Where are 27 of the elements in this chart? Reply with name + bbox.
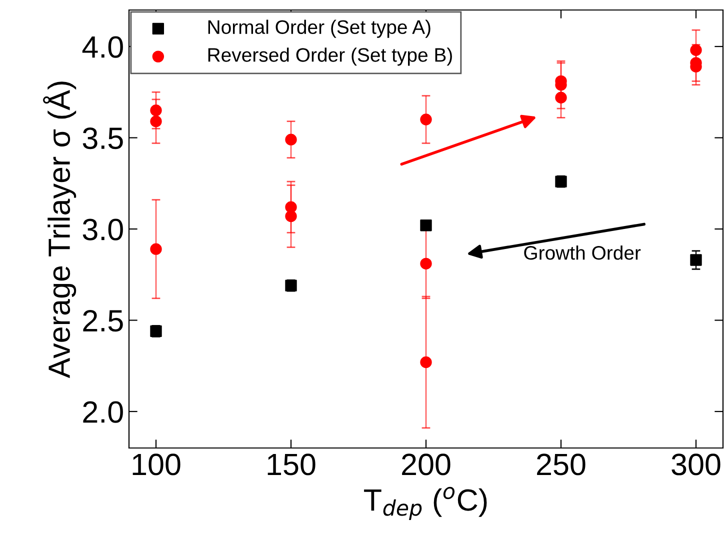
point: [285, 210, 297, 222]
x-axis-title: T$_{dep}$ ($^{o}$C): [364, 486, 487, 520]
point: [690, 254, 702, 266]
point: [420, 258, 432, 270]
y-tick-label: 2.5: [83, 310, 123, 332]
y-tick-label: 3.0: [82, 218, 123, 240]
point: [150, 243, 162, 255]
x-tick-label: 100: [132, 454, 180, 476]
point: [555, 92, 567, 104]
point: [690, 44, 702, 56]
point: [420, 114, 432, 126]
point: [285, 134, 297, 146]
point: [420, 356, 432, 368]
x-tick-label: 150: [268, 454, 316, 476]
legend-label: Normal Order (Set type A): [208, 20, 430, 38]
x-tick-label: 300: [672, 454, 720, 476]
x-tick-label: 250: [537, 454, 586, 476]
x-tick-label: 200: [402, 454, 450, 476]
point: [420, 220, 432, 232]
y-tick-label: 2.0: [83, 401, 123, 423]
annotation: Growth Order: [524, 245, 641, 260]
legend-label: Reversed Order (Set type B): [208, 48, 452, 66]
y-tick-label: 3.5: [82, 127, 123, 150]
y-axis-title: Average Trilayer σ (Å): [43, 82, 76, 378]
point: [150, 104, 162, 116]
point: [150, 115, 162, 128]
y-tick-label: 4.0: [82, 36, 123, 58]
